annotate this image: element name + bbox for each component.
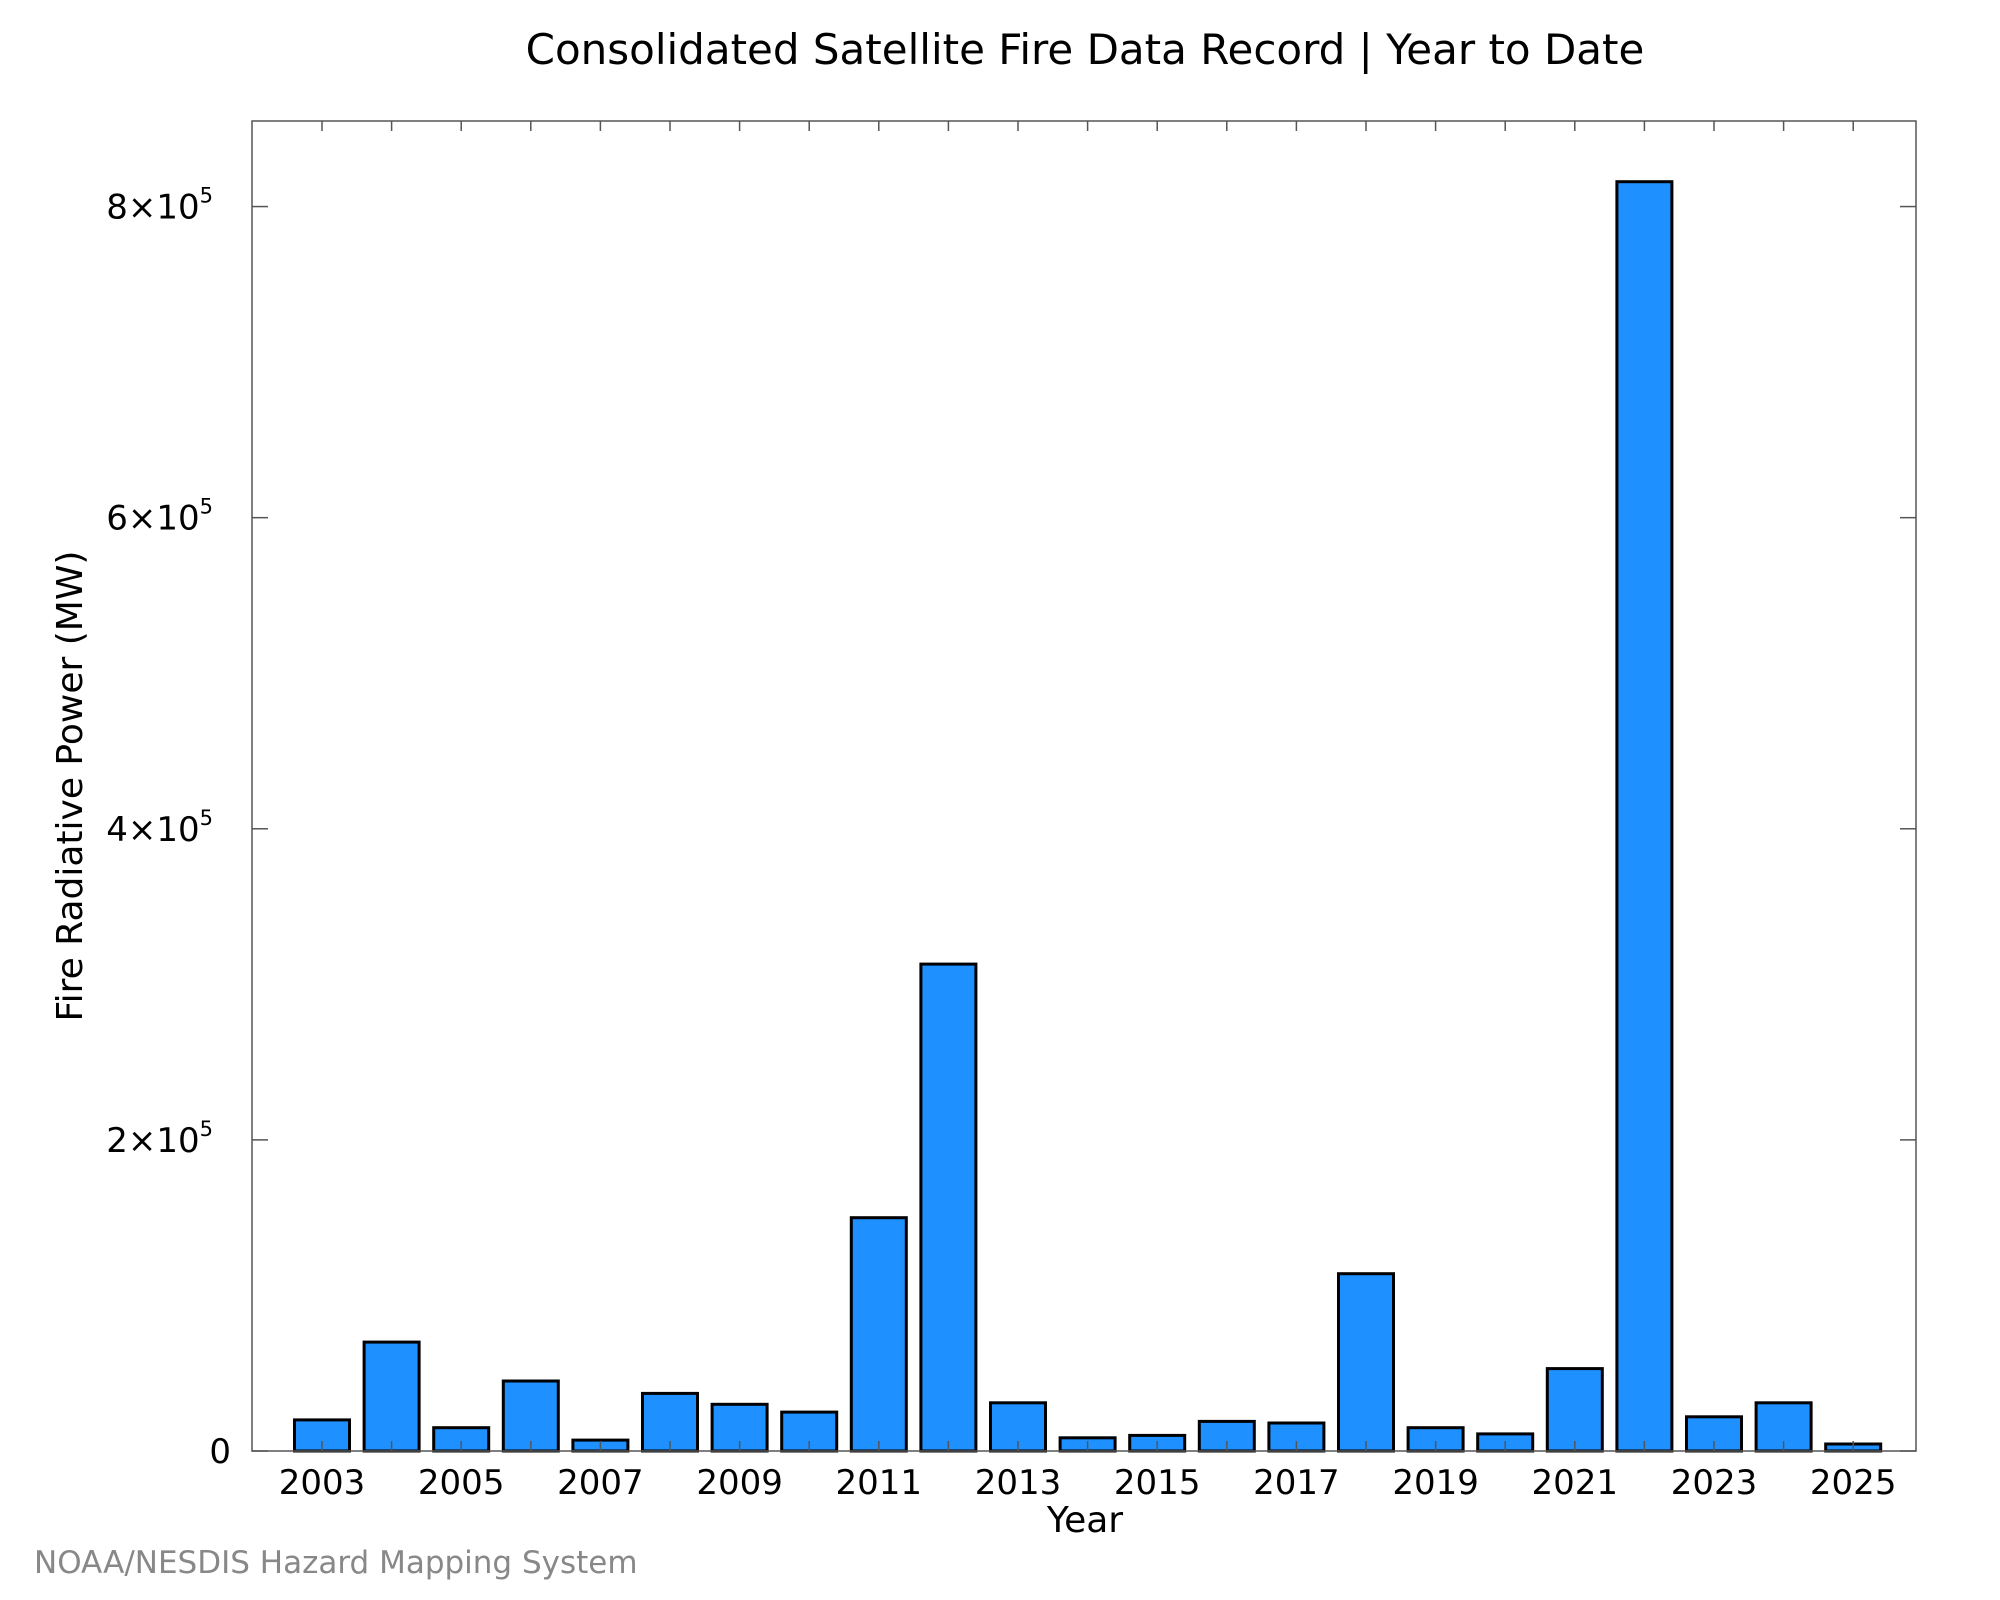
bar-2021 <box>1545 1367 1604 1453</box>
x-tick-label-2025: 2025 <box>1810 1463 1897 1503</box>
chart-title: Consolidated Satellite Fire Data Record … <box>526 25 1645 74</box>
x-tick-label-2003: 2003 <box>279 1463 366 1503</box>
bar-2006 <box>501 1379 560 1453</box>
y-tick-label-200000: 2×105 <box>106 1117 213 1161</box>
y-axis-label: Fire Radiative Power (MW) <box>50 551 91 1022</box>
bar-2023 <box>1685 1415 1743 1453</box>
x-tick-label-2009: 2009 <box>696 1463 783 1503</box>
y-tick-label-400000: 4×105 <box>106 806 213 850</box>
x-tick-label-2021: 2021 <box>1532 1463 1619 1503</box>
x-tick-label-2019: 2019 <box>1392 1463 1479 1503</box>
x-tick-label-2007: 2007 <box>557 1463 644 1503</box>
y-tick-label-800000: 8×105 <box>106 184 213 228</box>
bar-2011 <box>849 1216 908 1453</box>
x-tick-label-2017: 2017 <box>1253 1463 1340 1503</box>
x-tick-label-2015: 2015 <box>1114 1463 1201 1503</box>
plot-frame <box>251 120 1917 1452</box>
x-tick-label-2011: 2011 <box>836 1463 923 1503</box>
plot-area <box>252 121 1916 1453</box>
bar-2012 <box>919 962 978 1453</box>
bar-2018 <box>1337 1272 1395 1453</box>
x-axis-label: Year <box>1046 1500 1123 1541</box>
x-tick-label-2023: 2023 <box>1671 1463 1758 1503</box>
y-tick-label-0: 0 <box>209 1432 231 1472</box>
y-tick-label-600000: 6×105 <box>106 495 213 539</box>
x-tick-label-2005: 2005 <box>418 1463 505 1503</box>
bar-2004 <box>362 1340 421 1453</box>
credit-text: NOAA/NESDIS Hazard Mapping System <box>34 1545 638 1581</box>
bar-2022 <box>1615 180 1674 1453</box>
x-tick-label-2013: 2013 <box>975 1463 1062 1503</box>
